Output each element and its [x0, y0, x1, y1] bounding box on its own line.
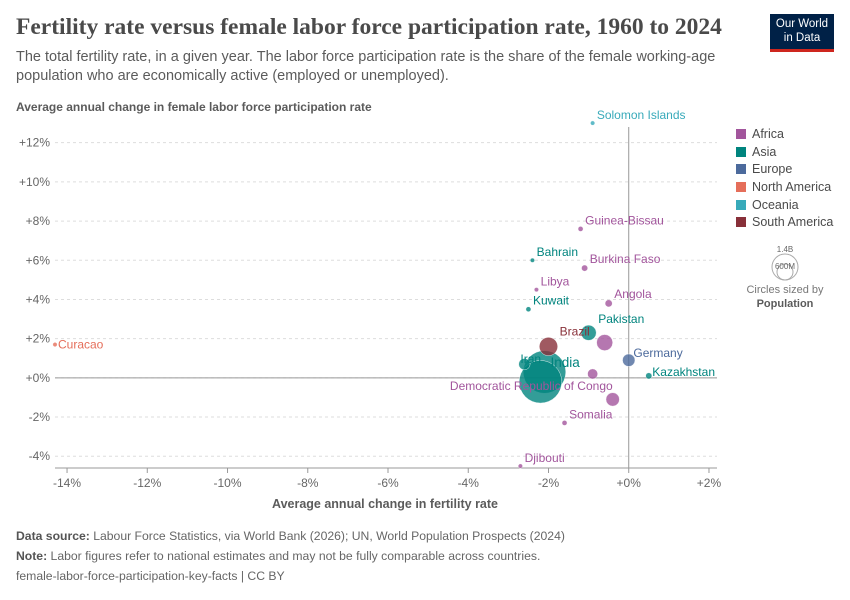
y-tick-label: +12% — [19, 136, 50, 150]
x-tick-label: -10% — [214, 476, 242, 490]
legend-item-africa[interactable]: Africa — [736, 125, 833, 143]
legend-swatch-africa — [736, 128, 746, 139]
data-point[interactable] — [580, 324, 597, 341]
note-label: Note: — [16, 549, 48, 563]
y-tick-label: -2% — [29, 410, 51, 424]
region-legend: Africa Asia Europe North America Oceania… — [736, 125, 833, 231]
legend-label-asia: Asia — [752, 144, 777, 159]
legend-swatch-north-america — [736, 181, 746, 192]
footer-note: Note: Labor figures refer to national es… — [16, 549, 540, 563]
data-point[interactable] — [645, 372, 653, 380]
data-points — [52, 120, 653, 469]
source-label: Data source: — [16, 529, 90, 543]
point-label: Solomon Islands — [597, 108, 686, 122]
legend-item-europe[interactable]: Europe — [736, 160, 833, 178]
size-legend: 1.4B 600M Circles sized by Population — [740, 244, 830, 311]
size-min-label: 600M — [775, 262, 795, 271]
data-point[interactable] — [530, 257, 535, 263]
note-text: Labor figures refer to national estimate… — [50, 549, 541, 563]
point-label: Guinea-Bissau — [585, 213, 664, 227]
point-label: Kazakhstan — [652, 365, 715, 379]
data-point[interactable] — [622, 353, 636, 367]
data-point[interactable] — [581, 264, 588, 272]
point-label: Libya — [541, 274, 570, 288]
data-point[interactable] — [518, 463, 523, 469]
x-tick-label: -2% — [538, 476, 560, 490]
legend-swatch-south-america — [736, 217, 746, 228]
data-point[interactable] — [590, 120, 596, 126]
chart-subtitle: The total fertility rate, in a given yea… — [16, 49, 716, 84]
data-point[interactable] — [596, 334, 613, 351]
size-legend-variable: Population — [756, 298, 814, 310]
legend-label-north-america: North America — [752, 179, 832, 194]
y-tick-label: +4% — [26, 292, 51, 306]
x-tick-label: +0% — [617, 476, 642, 490]
point-label: Democratic Republic of Congo — [450, 379, 613, 393]
point-label: Iran — [520, 352, 541, 366]
data-point[interactable] — [518, 360, 562, 404]
legend-swatch-asia — [736, 146, 746, 157]
data-point[interactable] — [561, 420, 568, 426]
logo-line-1: Our World — [775, 18, 829, 30]
size-circle-small — [776, 263, 794, 281]
point-label: Burkina Faso — [590, 252, 661, 266]
legend-item-south-america[interactable]: South America — [736, 213, 833, 231]
legend-item-north-america[interactable]: North America — [736, 178, 833, 196]
y-tick-label: +6% — [26, 253, 51, 267]
point-label: Bahrain — [537, 245, 578, 259]
x-tick-label: -12% — [133, 476, 161, 490]
x-tick-label: -4% — [458, 476, 480, 490]
y-tick-label: +0% — [26, 371, 51, 385]
point-label: Pakistan — [598, 312, 644, 326]
legend-label-south-america: South America — [752, 215, 834, 230]
y-axis-label: Average annual change in female labor fo… — [16, 100, 372, 114]
legend-label-oceania: Oceania — [752, 197, 799, 212]
footer-license[interactable]: female-labor-force-participation-key-fac… — [16, 569, 285, 583]
point-label: Brazil — [560, 324, 590, 338]
data-point[interactable] — [518, 358, 531, 371]
legend-item-oceania[interactable]: Oceania — [736, 196, 833, 214]
data-point[interactable] — [577, 226, 584, 232]
y-tick-label: +10% — [19, 175, 50, 189]
tick-labels: -4% -2% +0% +2% +4% +6% +8% +10% +12% -14% -12% -10… — [19, 136, 722, 490]
size-max-label: 1.4B — [777, 245, 793, 254]
x-tick-label: -8% — [297, 476, 319, 490]
x-tick-label: -6% — [377, 476, 399, 490]
footer-source: Data source: Labour Force Statistics, vi… — [16, 529, 565, 543]
x-tick-label: +2% — [697, 476, 722, 490]
point-label: Germany — [633, 346, 682, 360]
y-tick-label: +2% — [26, 332, 51, 346]
logo-line-2: in Data — [783, 32, 821, 44]
legend-swatch-oceania — [736, 199, 746, 210]
y-tick-label: +8% — [26, 214, 51, 228]
data-point[interactable] — [605, 392, 620, 407]
point-label: Somalia — [569, 407, 613, 421]
source-text[interactable]: Labour Force Statistics, via World Bank … — [93, 529, 565, 543]
owid-logo[interactable]: Our World in Data — [770, 14, 834, 52]
point-label: Angola — [614, 287, 652, 301]
point-label: India — [550, 355, 580, 370]
x-tick-label: -14% — [53, 476, 81, 490]
legend-swatch-europe — [736, 164, 746, 175]
legend-label-africa: Africa — [752, 126, 784, 141]
axis-lines — [55, 127, 717, 473]
data-point[interactable] — [52, 342, 58, 347]
point-label: Curacao — [58, 338, 104, 352]
chart-title: Fertility rate versus female labor force… — [16, 14, 722, 40]
point-label: Kuwait — [533, 294, 570, 308]
data-point[interactable] — [587, 368, 598, 380]
size-legend-title: Circles sized by — [746, 284, 824, 296]
size-legend-circles: 1.4B 600M — [771, 245, 799, 281]
data-point[interactable] — [539, 337, 558, 356]
point-labels: Solomon Islands Guinea-Bissau Bahrain Burki… — [58, 108, 715, 465]
legend-item-asia[interactable]: Asia — [736, 143, 833, 161]
data-point[interactable] — [534, 287, 539, 293]
point-label: Djibouti — [525, 451, 565, 465]
x-axis-label: Average annual change in fertility rate — [272, 497, 498, 511]
y-tick-label: -4% — [29, 449, 51, 463]
legend-label-europe: Europe — [752, 162, 793, 177]
data-point[interactable] — [525, 306, 532, 313]
data-point[interactable] — [604, 299, 613, 308]
